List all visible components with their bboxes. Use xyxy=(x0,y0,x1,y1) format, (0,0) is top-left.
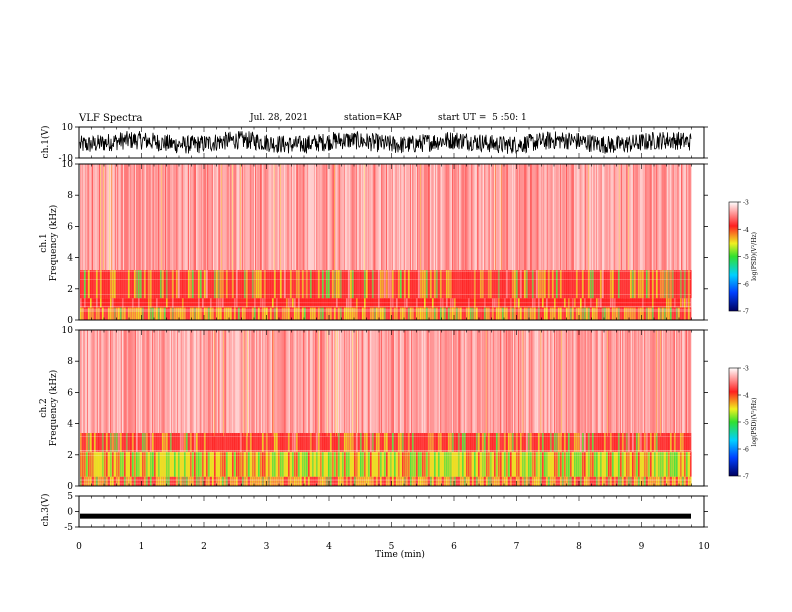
y-tick-label: 5 xyxy=(67,492,73,502)
colorbar-tick-label: -7 xyxy=(743,309,749,316)
colorbar-tick-label: -7 xyxy=(743,474,749,481)
y-tick-label: 10 xyxy=(62,326,74,336)
y-tick-label: -5 xyxy=(64,523,73,533)
x-tick-label: 4 xyxy=(326,542,332,552)
y-tick-label: -10 xyxy=(59,154,74,164)
ch1-spectrogram-panel: 0 2 4 6 8 10 xyxy=(62,160,708,326)
station-label: station=KAP xyxy=(344,113,402,123)
colorbar-label: log(PSD)(V²/Hz) xyxy=(751,232,758,281)
y-tick-label: 10 xyxy=(62,123,74,133)
y-tick-label: 0 xyxy=(67,316,73,326)
y-tick-label: 8 xyxy=(67,191,73,201)
start-time-label: start UT = 5 :50: 1 xyxy=(438,113,527,123)
x-tick-label: 3 xyxy=(264,542,270,552)
ch2-colorbar: -3 -4 -5 -6 -7 log(PSD)(V²/Hz) xyxy=(728,366,758,481)
y-tick-label: 2 xyxy=(67,451,73,461)
x-tick-label: 7 xyxy=(514,542,520,552)
ch1-trace xyxy=(79,131,692,154)
x-tick-label: 6 xyxy=(451,542,457,552)
ch3-ylabel: ch.3(V) xyxy=(40,494,51,527)
x-tick-label: 0 xyxy=(76,542,82,552)
date-label: Jul. 28, 2021 xyxy=(250,113,309,123)
y-tick-label: 4 xyxy=(67,420,73,430)
y-tick-label: 2 xyxy=(67,285,73,295)
colorbar-tick-label: -6 xyxy=(743,281,749,288)
ch1-spec-ylabel-freq: Frequency (kHz) xyxy=(48,205,59,282)
ch1-waveform-panel: 10 -10 xyxy=(59,123,708,164)
y-tick-label: 6 xyxy=(67,388,73,398)
y-tick-label: 6 xyxy=(67,222,73,232)
ch1-colorbar: -3 -4 -5 -6 -7 log(PSD)(V²/Hz) xyxy=(728,200,758,316)
colorbar-tick-label: -3 xyxy=(743,200,749,207)
x-axis-label: Time (min) xyxy=(375,549,425,560)
colorbar-label: log(PSD)(V²/Hz) xyxy=(751,398,758,447)
x-tick-label: 10 xyxy=(698,542,710,552)
x-tick-label: 9 xyxy=(639,542,645,552)
ch1-ylabel: ch.1(V) xyxy=(40,126,51,159)
ch2-spectrogram-panel: 0 2 4 6 8 10 xyxy=(62,326,708,492)
y-tick-label: 10 xyxy=(62,160,74,170)
colorbar-tick-label: -5 xyxy=(743,254,749,261)
colorbar-tick-label: -4 xyxy=(743,393,749,400)
y-tick-label: 0 xyxy=(67,482,73,492)
colorbar-tick-label: -4 xyxy=(743,227,749,234)
x-tick-label: 8 xyxy=(576,542,582,552)
y-tick-label: 4 xyxy=(67,254,73,264)
x-tick-label: 5 xyxy=(389,542,395,552)
y-tick-label: 8 xyxy=(67,357,73,367)
colorbar-tick-label: -6 xyxy=(743,447,749,454)
y-tick-label: 0 xyxy=(67,508,73,518)
ch3-waveform-panel: 5 0 -5 xyxy=(64,492,708,533)
x-tick-label: 2 xyxy=(201,542,207,552)
ch2-spec-ylabel-freq: Frequency (kHz) xyxy=(48,370,59,447)
ch2-spec-ylabel-channel: ch.2 xyxy=(39,398,49,417)
ch3-trace xyxy=(80,513,691,519)
colorbar-tick-label: -5 xyxy=(743,420,749,427)
time-axis: 0 1 2 3 4 5 6 7 8 9 10 xyxy=(76,542,710,552)
x-tick-label: 1 xyxy=(139,542,145,552)
ch1-spec-ylabel-channel: ch.1 xyxy=(39,233,49,252)
colorbar-tick-label: -3 xyxy=(743,366,749,373)
chart-title: VLF Spectra xyxy=(79,113,143,124)
